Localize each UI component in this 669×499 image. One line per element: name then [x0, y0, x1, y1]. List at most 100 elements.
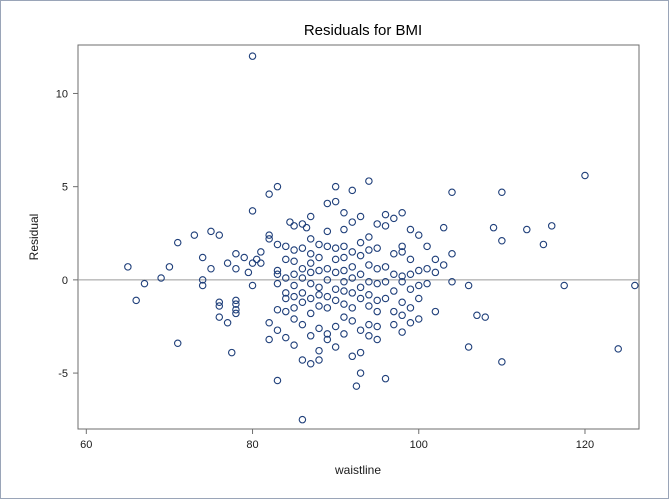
data-point: [340, 266, 348, 275]
data-point: [273, 305, 282, 314]
data-point: [315, 291, 323, 299]
data-point: [273, 270, 282, 279]
data-point: [298, 244, 307, 252]
data-point: [348, 352, 357, 361]
data-point: [282, 274, 290, 282]
data-point: [315, 302, 323, 310]
data-point: [539, 240, 548, 249]
data-point: [523, 225, 531, 234]
data-point: [365, 261, 373, 269]
data-point: [331, 244, 340, 252]
x-tick-label: 60: [80, 439, 92, 451]
data-point: [415, 294, 423, 303]
data-point: [398, 209, 406, 217]
data-point: [340, 253, 348, 262]
data-point: [232, 250, 240, 258]
data-point: [207, 227, 215, 236]
y-tick-label: 0: [62, 275, 68, 287]
data-point: [198, 281, 207, 290]
data-point: [306, 212, 315, 221]
data-point: [331, 343, 340, 351]
data-point: [373, 307, 381, 316]
data-point: [331, 197, 340, 206]
data-point: [248, 259, 257, 267]
data-point: [223, 318, 232, 327]
data-point: [248, 281, 257, 290]
data-point: [614, 345, 622, 353]
data-point: [257, 248, 265, 256]
data-point: [356, 348, 365, 357]
data-point: [398, 298, 406, 306]
data-point: [373, 220, 381, 228]
data-point: [215, 313, 224, 321]
data-point: [298, 220, 307, 228]
data-point: [348, 317, 357, 325]
data-point: [228, 348, 236, 357]
data-point: [415, 315, 423, 323]
data-point: [240, 253, 248, 262]
data-point: [365, 332, 373, 340]
data-point: [348, 274, 357, 282]
data-point: [286, 218, 294, 226]
data-point: [356, 283, 365, 292]
data-point: [331, 285, 340, 293]
data-point: [290, 257, 298, 265]
data-point: [248, 52, 257, 60]
data-point: [406, 285, 415, 293]
data-point: [282, 333, 290, 342]
data-point: [390, 320, 398, 329]
x-tick-label: 100: [410, 439, 428, 451]
data-point: [448, 277, 456, 286]
data-point: [431, 307, 440, 316]
data-point: [306, 279, 315, 288]
x-axis-label: waistline: [334, 463, 381, 477]
data-point: [306, 332, 315, 340]
data-point: [406, 318, 415, 327]
data-point: [356, 212, 365, 221]
data-point: [323, 276, 332, 284]
data-point: [464, 281, 473, 290]
data-point: [356, 326, 365, 334]
data-point: [273, 266, 282, 275]
data-point: [340, 225, 348, 234]
data-point: [340, 287, 348, 295]
data-point: [282, 289, 290, 297]
data-point: [390, 250, 398, 258]
data-point: [423, 264, 431, 273]
data-point: [373, 244, 381, 252]
data-point: [340, 209, 348, 217]
data-point: [302, 223, 311, 232]
data-point: [406, 304, 415, 312]
data-point: [323, 330, 332, 338]
data-point: [290, 222, 298, 230]
data-point: [173, 238, 182, 247]
data-point: [398, 272, 406, 280]
data-point: [298, 298, 307, 306]
data-point: [323, 242, 332, 251]
data-point: [207, 264, 215, 273]
data-point: [439, 223, 448, 232]
y-axis-label: Residual: [27, 214, 41, 261]
chart-title: Residuals for BMI: [304, 22, 422, 39]
data-point: [257, 259, 265, 267]
y-tick-label: -5: [58, 368, 68, 380]
data-point: [431, 268, 440, 277]
data-point: [356, 369, 365, 377]
data-point: [581, 171, 589, 180]
data-point: [331, 322, 340, 331]
data-point: [398, 328, 406, 336]
y-tick-label: 10: [56, 88, 68, 100]
data-point: [481, 313, 489, 321]
data-point: [415, 231, 423, 239]
data-point: [415, 266, 423, 275]
data-point: [373, 335, 381, 344]
data-point: [298, 274, 307, 282]
data-point: [423, 242, 431, 251]
data-point: [348, 304, 357, 312]
data-point: [356, 294, 365, 303]
data-point: [340, 300, 348, 308]
data-point: [381, 222, 390, 230]
data-point: [323, 199, 332, 208]
data-point: [365, 320, 373, 329]
data-point: [498, 188, 506, 197]
